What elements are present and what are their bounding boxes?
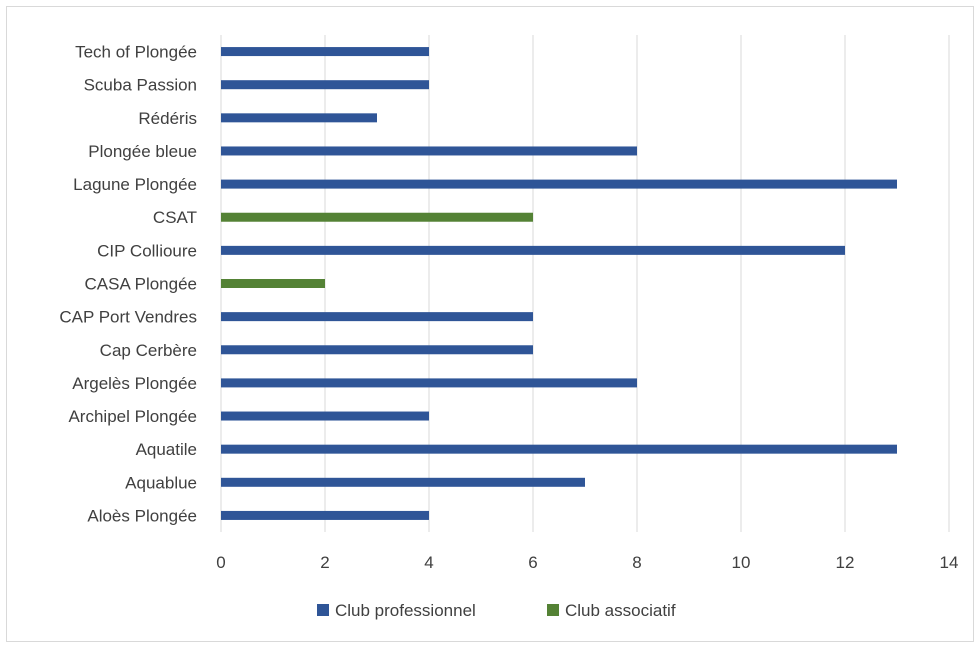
bar-club-professionnel — [221, 510, 429, 520]
category-label: Argelès Plongée — [72, 374, 197, 393]
bar-club-professionnel — [221, 113, 377, 123]
category-label: Lagune Plongée — [73, 175, 197, 194]
bar-club-associatif — [221, 212, 533, 222]
legend-swatch-0 — [317, 604, 329, 616]
x-tick-label: 12 — [836, 553, 855, 572]
bar-club-professionnel — [221, 477, 585, 487]
category-label: Aquatile — [136, 440, 197, 459]
category-label: Archipel Plongée — [68, 407, 197, 426]
category-label: Aquablue — [125, 473, 197, 492]
x-tick-label: 14 — [940, 553, 959, 572]
legend-label: Club associatif — [565, 601, 676, 620]
bar-club-professionnel — [221, 80, 429, 90]
category-label: CAP Port Vendres — [59, 308, 197, 327]
bar-club-professionnel — [221, 312, 533, 322]
x-tick-label: 8 — [632, 553, 641, 572]
x-tick-label: 4 — [424, 553, 433, 572]
bar-club-professionnel — [221, 245, 845, 255]
bar-club-professionnel — [221, 146, 637, 156]
category-label: Cap Cerbère — [100, 341, 197, 360]
category-label: CASA Plongée — [85, 275, 197, 294]
category-label: CSAT — [153, 208, 197, 227]
bar-club-professionnel — [221, 378, 637, 388]
category-label: CIP Collioure — [97, 241, 197, 260]
category-label: Plongée bleue — [88, 142, 197, 161]
bar-club-professionnel — [221, 345, 533, 355]
bar-club-professionnel — [221, 179, 897, 189]
bar-chart: 0 2 4 6 8 10 12 14 Aloès Plongée Aquablue Aquatile… — [59, 35, 959, 620]
chart-area: 0 2 4 6 8 10 12 14 Aloès Plongée Aquablue Aquatile… — [6, 6, 974, 642]
legend-label: Club professionnel — [335, 601, 476, 620]
bar-club-associatif — [221, 279, 325, 288]
x-tick-label: 2 — [320, 553, 329, 572]
bar-club-professionnel — [221, 444, 897, 454]
x-tick-label: 10 — [732, 553, 751, 572]
category-label: Aloès Plongée — [87, 506, 197, 525]
legend-swatch-1 — [547, 604, 559, 616]
bar-club-professionnel — [221, 411, 429, 421]
x-tick-label: 6 — [528, 553, 537, 572]
category-label: Rédéris — [138, 109, 197, 128]
bar-club-professionnel — [221, 47, 429, 57]
category-label: Tech of Plongée — [75, 43, 197, 62]
x-tick-label: 0 — [216, 553, 225, 572]
category-label: Scuba Passion — [84, 76, 197, 95]
